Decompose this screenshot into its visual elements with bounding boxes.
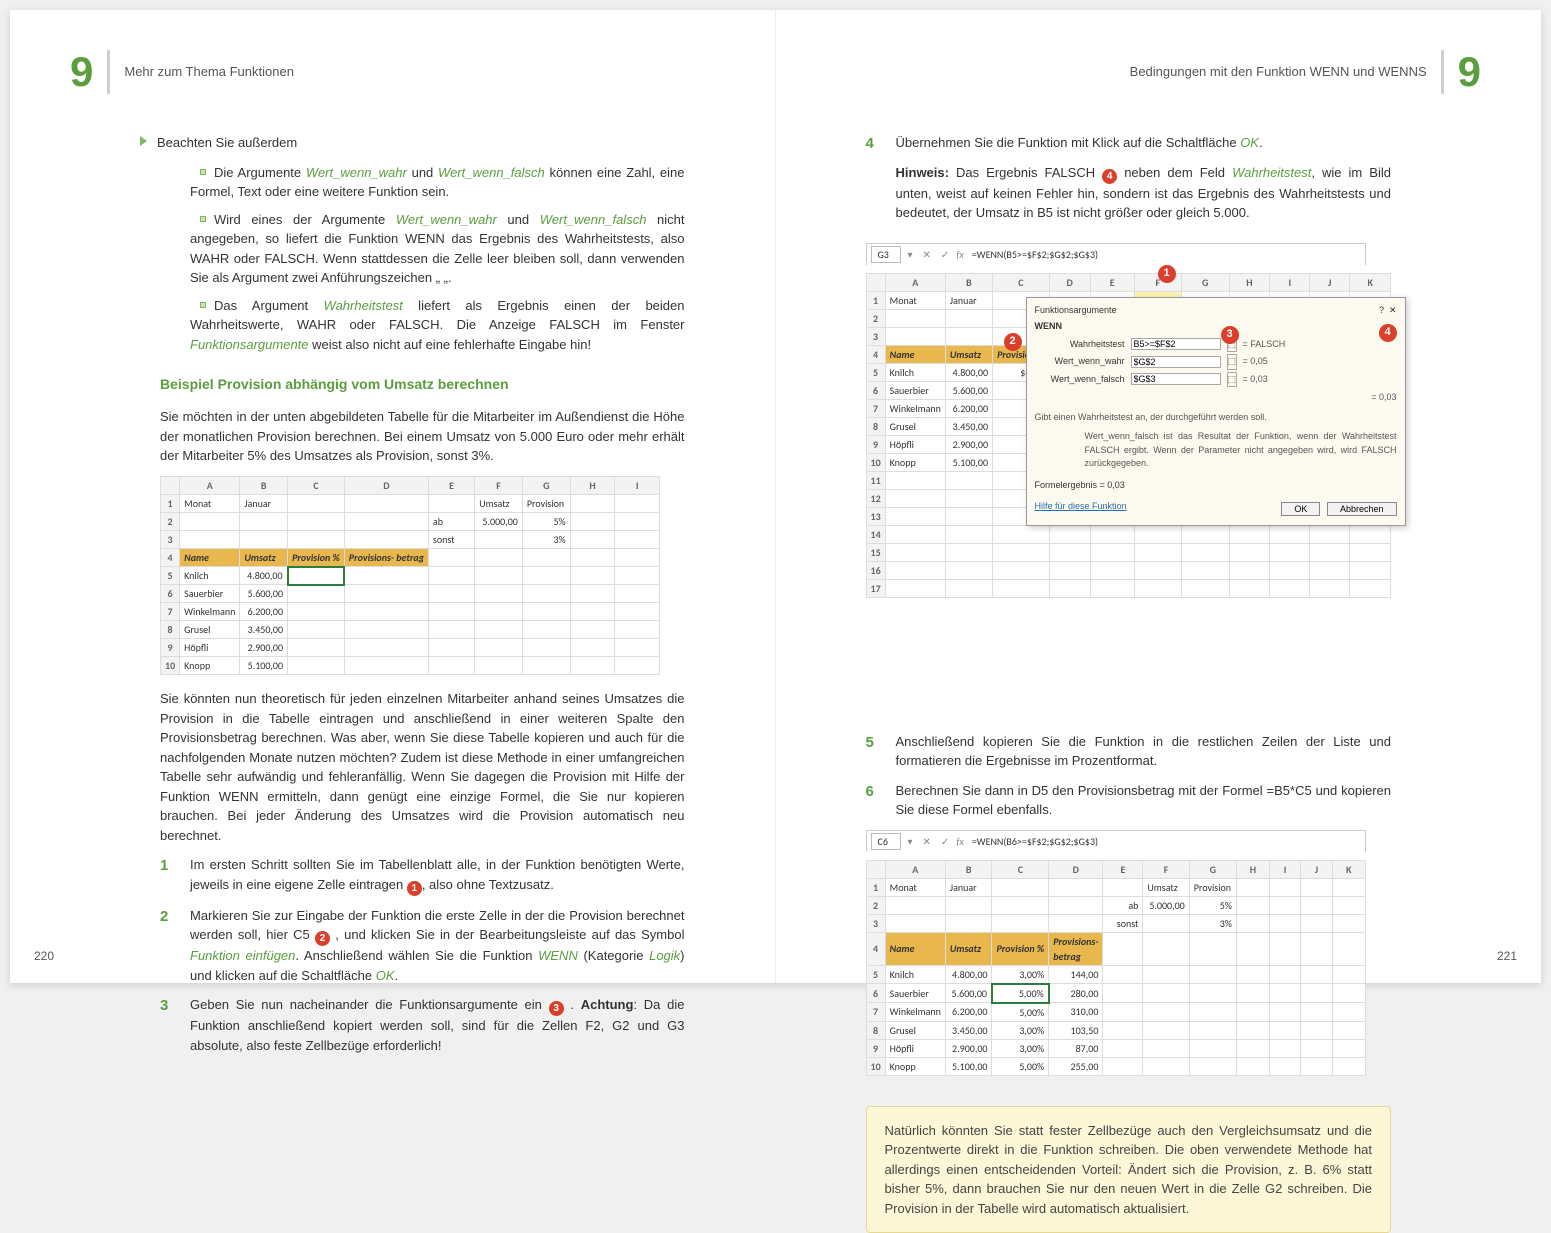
chapter-number: 9 [70, 40, 93, 103]
sub-bullet-1: Die Argumente Wert_wenn_wahr und Wert_we… [190, 163, 685, 202]
chapter-number: 9 [1458, 40, 1481, 103]
page-number: 221 [1497, 947, 1517, 965]
right-page: Bedingungen mit den Funktion WENN und WE… [776, 10, 1542, 983]
intro-line: Beachten Sie außerdem [160, 133, 685, 153]
badge-1: 1 [407, 881, 422, 896]
overlay-badge-4: 4 [1379, 324, 1397, 342]
paragraph-2: Sie könnten nun theoretisch für jeden ei… [160, 689, 685, 845]
excel-table-1: ABCDEFGHI1MonatJanuarUmsatzProvision2ab5… [160, 476, 660, 676]
cancel-button[interactable]: Abbrechen [1327, 502, 1397, 516]
dialog-input[interactable] [1131, 373, 1221, 385]
square-bullet-icon [200, 169, 206, 175]
header-divider [107, 50, 110, 94]
sub-bullet-2: Wird eines der Argumente Wert_wenn_wahr … [190, 210, 685, 288]
help-link[interactable]: Hilfe für diese Funktion [1035, 500, 1127, 514]
cancel-icon: ✕ [920, 247, 934, 262]
paragraph-1: Sie möchten in der unten abgebildeten Ta… [160, 407, 685, 466]
left-page: 9 Mehr zum Thema Funktionen Beachten Sie… [10, 10, 776, 983]
function-arguments-dialog: Funktionsargumente? ✕ WENN Wahrheitstest… [1026, 297, 1406, 526]
badge-3: 3 [549, 1001, 564, 1016]
formula-bar: G3 ▾ ✕ ✓ fx =WENN(B5>=$F$2;$G$2;$G$3) [866, 243, 1366, 265]
page-header: 9 Mehr zum Thema Funktionen [70, 40, 715, 103]
confirm-icon: ✓ [938, 247, 952, 262]
dialog-input[interactable] [1131, 338, 1221, 350]
overlay-badge-1: 1 [1158, 265, 1176, 283]
callout-box: Natürlich könnten Sie statt fester Zellb… [866, 1106, 1392, 1233]
overlay-badge-3: 3 [1221, 326, 1239, 344]
page-header: Bedingungen mit den Funktion WENN und WE… [836, 40, 1482, 103]
dropdown-icon: ▾ [905, 247, 916, 262]
triangle-bullet-icon [140, 136, 147, 146]
step-1: 1 Im ersten Schritt sollten Sie im Tabel… [160, 855, 685, 896]
overlay-badge-2: 2 [1004, 333, 1022, 351]
chapter-title: Bedingungen mit den Funktion WENN und WE… [1130, 62, 1427, 82]
ok-button[interactable]: OK [1281, 502, 1320, 516]
badge-4: 4 [1102, 169, 1117, 184]
book-spread: 9 Mehr zum Thema Funktionen Beachten Sie… [10, 10, 1541, 983]
square-bullet-icon [200, 302, 206, 308]
step-4: 4 Übernehmen Sie die Funktion mit Klick … [866, 133, 1392, 233]
chapter-title: Mehr zum Thema Funktionen [124, 62, 294, 82]
dialog-input[interactable] [1131, 356, 1221, 368]
step-3: 3 Geben Sie nun nacheinander die Funktio… [160, 995, 685, 1055]
fx-icon: fx [956, 247, 963, 262]
right-content: 4 Übernehmen Sie die Funktion mit Klick … [836, 133, 1482, 1233]
section-heading: Beispiel Provision abhängig vom Umsatz b… [160, 374, 685, 395]
step-5: 5 Anschließend kopieren Sie die Funktion… [866, 732, 1392, 771]
excel-table-3: ABCDEFGHIJK1MonatJanuarUmsatzProvision2a… [866, 860, 1366, 1076]
step-2: 2 Markieren Sie zur Eingabe der Funktion… [160, 906, 685, 986]
square-bullet-icon [200, 216, 206, 222]
left-content: Beachten Sie außerdem Die Argumente Wert… [70, 133, 715, 1055]
screenshot-1: G3 ▾ ✕ ✓ fx =WENN(B5>=$F$2;$G$2;$G$3) AB… [866, 243, 1392, 598]
formula-bar-2: C6 ▾ ✕ ✓ fx =WENN(B6>=$F$2;$G$2;$G$3) [866, 830, 1366, 852]
step-6: 6 Berechnen Sie dann in D5 den Provision… [866, 781, 1392, 820]
badge-2: 2 [315, 931, 330, 946]
page-number: 220 [34, 947, 54, 965]
sub-bullet-3: Das Argument Wahrheitstest liefert als E… [190, 296, 685, 355]
header-divider [1441, 50, 1444, 94]
